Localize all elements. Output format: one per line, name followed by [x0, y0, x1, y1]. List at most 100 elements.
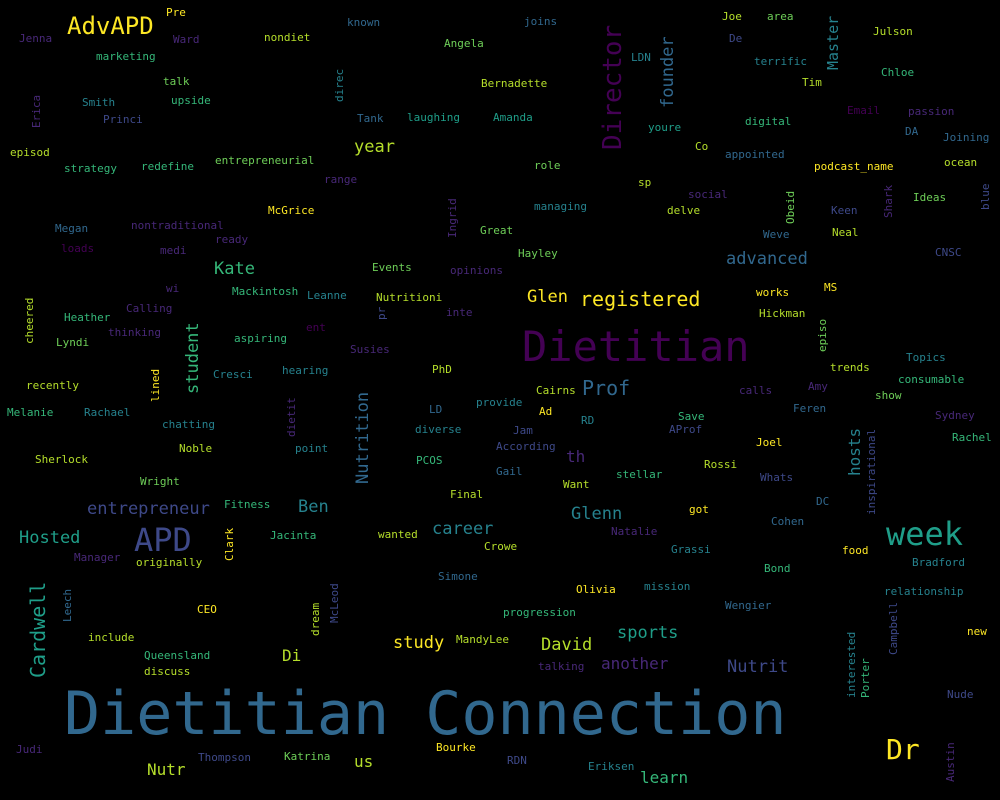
- word-inte: inte: [446, 306, 473, 319]
- word-area: area: [767, 10, 794, 23]
- word-lyndi: Lyndi: [56, 336, 90, 349]
- word-nutritioni: Nutritioni: [376, 291, 443, 304]
- word-blue: blue: [979, 183, 992, 211]
- word-smith: Smith: [82, 96, 116, 109]
- word-student: student: [183, 322, 203, 394]
- word-joins: joins: [524, 15, 558, 28]
- word-ceo: CEO: [197, 603, 217, 616]
- word-thompson: Thompson: [198, 751, 251, 764]
- word-joining: Joining: [943, 131, 990, 144]
- word-career: career: [432, 519, 494, 539]
- word-trends: trends: [830, 361, 870, 374]
- word-appointed: appointed: [725, 148, 785, 161]
- word-aspiring: aspiring: [234, 332, 287, 345]
- word-nontraditional: nontraditional: [131, 219, 224, 232]
- word-stellar: stellar: [616, 468, 663, 481]
- word-talking: talking: [538, 660, 585, 673]
- word-sherlock: Sherlock: [35, 453, 88, 466]
- word-mission: mission: [644, 580, 691, 593]
- word-tank: Tank: [357, 112, 384, 125]
- word-bond: Bond: [764, 562, 791, 575]
- word-year: year: [354, 137, 395, 157]
- word-diverse: diverse: [415, 423, 462, 436]
- word-dr: Dr: [886, 733, 920, 766]
- word-simone: Simone: [438, 570, 478, 583]
- word-pr: pr: [375, 306, 388, 320]
- word-pre: Pre: [166, 6, 186, 19]
- word-show: show: [875, 389, 902, 402]
- word-founder: founder: [658, 36, 678, 108]
- word-fitness: Fitness: [224, 498, 271, 511]
- word-cairns: Cairns: [536, 384, 576, 397]
- word-rdn: RDN: [507, 754, 527, 767]
- word-ready: ready: [215, 233, 249, 246]
- word-apd: APD: [134, 521, 192, 559]
- word-cheered: cheered: [23, 297, 36, 344]
- word-queensland: Queensland: [144, 649, 211, 662]
- word-great: Great: [480, 224, 514, 237]
- word-food: food: [842, 544, 869, 557]
- word-loads: loads: [61, 242, 95, 255]
- word-according: According: [496, 440, 556, 453]
- word-megan: Megan: [55, 222, 89, 235]
- word-known: known: [347, 16, 381, 29]
- word-pcos: PCOS: [416, 454, 443, 467]
- word-wright: Wright: [140, 475, 180, 488]
- word-rachael: Rachael: [84, 406, 131, 419]
- word-digital: digital: [745, 115, 792, 128]
- word-nondiet: nondiet: [264, 31, 311, 44]
- word-mcgrice: McGrice: [268, 204, 315, 217]
- word-range: range: [324, 173, 358, 186]
- word-jam: Jam: [513, 424, 533, 437]
- word-feren: Feren: [793, 402, 827, 415]
- word-thinking: thinking: [108, 326, 161, 339]
- word-another: another: [601, 654, 669, 673]
- word-dream: dream: [309, 602, 322, 636]
- word-clark: Clark: [223, 527, 236, 561]
- word-shark: Shark: [882, 184, 895, 218]
- word-laughing: laughing: [407, 111, 460, 124]
- word-medi: medi: [160, 244, 187, 257]
- word-email: Email: [847, 104, 881, 117]
- word-noble: Noble: [179, 442, 213, 455]
- word-cnsc: CNSC: [935, 246, 962, 259]
- word-works: works: [756, 286, 790, 299]
- word-mcleod: McLeod: [328, 583, 341, 623]
- word-hayley: Hayley: [518, 247, 558, 260]
- word-katrina: Katrina: [284, 750, 331, 763]
- word-managing: managing: [534, 200, 587, 213]
- word-passion: passion: [908, 105, 955, 118]
- word-heather: Heather: [64, 311, 111, 324]
- word-amanda: Amanda: [493, 111, 533, 124]
- word-week: week: [886, 515, 964, 553]
- word-ldn: LDN: [631, 51, 651, 64]
- word-learn: learn: [640, 768, 689, 787]
- word-bernadette: Bernadette: [481, 77, 548, 90]
- word-delve: delve: [667, 204, 701, 217]
- word-new: new: [967, 625, 987, 638]
- word-keen: Keen: [831, 204, 858, 217]
- word-chatting: chatting: [162, 418, 215, 431]
- word-ideas: Ideas: [913, 191, 947, 204]
- word-sp: sp: [638, 176, 652, 189]
- word-master: Master: [824, 15, 842, 70]
- word-dietitian: Dietitian: [522, 322, 750, 371]
- word-provide: provide: [476, 396, 523, 409]
- word-ad: Ad: [539, 405, 553, 418]
- word-david: David: [541, 635, 593, 655]
- word-hosts: hosts: [845, 427, 864, 476]
- word-relationship: relationship: [884, 585, 964, 598]
- word-hosted: Hosted: [19, 528, 81, 548]
- word-erica: Erica: [30, 94, 43, 128]
- word-julson: Julson: [873, 25, 913, 38]
- word-entrepreneur: entrepreneur: [87, 499, 210, 519]
- word-eriksen: Eriksen: [588, 760, 635, 773]
- word-jenna: Jenna: [19, 32, 53, 45]
- word-calling: Calling: [126, 302, 173, 315]
- word-redefine: redefine: [141, 160, 194, 173]
- word-bourke: Bourke: [436, 741, 476, 754]
- word-angela: Angela: [444, 37, 484, 50]
- word-youre: youre: [648, 121, 682, 134]
- word-cohen: Cohen: [771, 515, 805, 528]
